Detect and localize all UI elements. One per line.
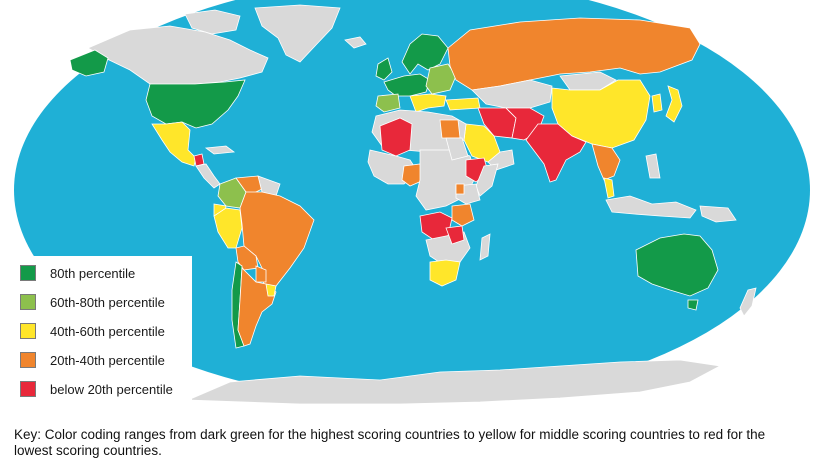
madagascar	[479, 233, 491, 261]
legend-swatch-20-40th	[20, 352, 36, 368]
legend-label-20-40th: 20th-40th percentile	[50, 352, 165, 368]
world-map-svg	[14, 0, 810, 405]
algeria-mali	[379, 117, 413, 157]
caribbean	[204, 145, 236, 155]
legend-label-below-20th: below 20th percentile	[50, 381, 173, 397]
south-africa	[429, 259, 461, 287]
uganda	[455, 183, 465, 195]
legend-item-60-80th: 60th-80th percentile	[20, 291, 165, 313]
legend-swatch-below-20th	[20, 381, 36, 397]
uruguay	[265, 283, 277, 297]
legend-swatch-40-60th	[20, 323, 36, 339]
new-guinea	[699, 205, 737, 223]
korea	[651, 93, 663, 113]
tanzania	[451, 203, 475, 227]
egypt	[439, 119, 461, 139]
mainland-southeast-asia	[591, 143, 621, 181]
greenland	[254, 4, 341, 63]
iberia	[375, 93, 401, 113]
western-europe	[383, 73, 431, 97]
iceland	[344, 36, 367, 49]
legend-item-20-40th: 20th-40th percentile	[20, 349, 165, 371]
philippines	[645, 153, 661, 179]
tasmania	[687, 299, 699, 311]
scandinavia	[401, 33, 449, 75]
paraguay	[255, 265, 267, 283]
legend: 80th percentile 60th-80th percentile 40t…	[12, 256, 192, 406]
legend-label-80th: 80th percentile	[50, 265, 136, 281]
legend-label-60-80th: 60th-80th percentile	[50, 294, 165, 310]
legend-swatch-60-80th	[20, 294, 36, 310]
india	[525, 123, 587, 183]
antarctica	[187, 359, 722, 405]
mongolia	[559, 71, 617, 91]
world-map	[14, 0, 810, 405]
australia	[635, 233, 719, 297]
japan	[665, 85, 683, 123]
usa-alaska	[69, 49, 109, 77]
legend-item-40-60th: 40th-60th percentile	[20, 320, 165, 342]
somalia	[475, 163, 499, 197]
legend-item-80th: 80th percentile	[20, 262, 135, 284]
map-caption: Key: Color coding ranges from dark green…	[14, 427, 766, 458]
uk-ireland	[375, 57, 393, 81]
indonesia	[605, 195, 697, 219]
malay-peninsula	[603, 177, 615, 199]
zambia-malawi	[445, 225, 465, 245]
canada-arctic-islands	[184, 9, 241, 35]
canada	[87, 25, 269, 86]
guatemala	[193, 153, 205, 167]
legend-item-below-20th: below 20th percentile	[20, 378, 173, 400]
legend-label-40-60th: 40th-60th percentile	[50, 323, 165, 339]
nigeria	[401, 163, 425, 187]
eastern-europe	[425, 63, 457, 95]
legend-swatch-80th	[20, 265, 36, 281]
usa	[145, 79, 246, 129]
turkey	[445, 97, 481, 111]
sudan	[445, 137, 469, 161]
peru	[213, 207, 243, 249]
new-zealand	[739, 287, 757, 317]
central-asia	[471, 79, 553, 109]
